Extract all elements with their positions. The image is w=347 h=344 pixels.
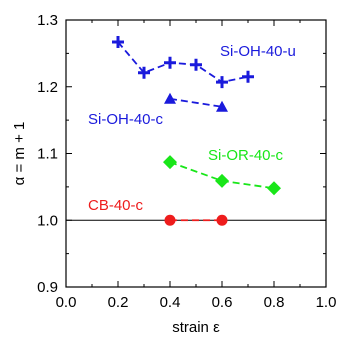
circle-marker [216, 214, 228, 226]
plus-marker [138, 66, 150, 79]
series-layer: Si-OH-40-u Si-OH-40-c Si-OR-40-c CB-40-c [88, 36, 296, 226]
x-tick-label: 0.8 [264, 294, 285, 311]
x-axis-label: strain ε [172, 319, 220, 336]
circle-marker [164, 214, 176, 226]
diamond-marker [163, 155, 177, 170]
y-tick-label: 1.1 [37, 146, 58, 163]
series-label: CB-40-c [88, 197, 144, 214]
series-label: Si-OR-40-c [208, 147, 284, 164]
plus-marker [112, 36, 124, 49]
x-tick-label: 0.4 [160, 294, 181, 311]
y-tick-label: 1.3 [37, 12, 58, 29]
series-si-oh-40-c: Si-OH-40-c [88, 92, 228, 128]
triangle-marker [216, 100, 228, 112]
y-tick-label: 0.9 [37, 279, 58, 296]
label-layer: strain ε α = m + 1 [11, 122, 220, 336]
plus-marker [190, 58, 202, 71]
x-tick-label: 0.6 [212, 294, 233, 311]
series-si-oh-40-u: Si-OH-40-u [112, 36, 296, 89]
x-tick-label: 1.0 [316, 294, 337, 311]
diamond-marker [215, 173, 229, 188]
series-si-or-40-c: Si-OR-40-c [163, 147, 284, 196]
x-tick-label: 0.0 [56, 294, 77, 311]
tick-layer: 0.0 0.2 0.4 0.6 0.8 1.0 0.9 1.0 1.1 1.2 1.3 [37, 12, 336, 311]
y-axis-label: α = m + 1 [11, 122, 28, 186]
series-cb-40-c: CB-40-c [88, 197, 228, 226]
series-label: Si-OH-40-u [220, 43, 296, 60]
plus-marker [216, 76, 228, 89]
plus-marker [242, 70, 254, 83]
series-line [169, 97, 223, 108]
diamond-marker [267, 181, 281, 196]
triangle-marker [164, 92, 176, 104]
plus-marker [164, 56, 176, 69]
series-line [117, 41, 249, 84]
y-tick-label: 1.0 [37, 212, 58, 229]
x-tick-label: 0.2 [108, 294, 129, 311]
y-tick-label: 1.2 [37, 79, 58, 96]
series-label: Si-OH-40-c [88, 111, 164, 128]
